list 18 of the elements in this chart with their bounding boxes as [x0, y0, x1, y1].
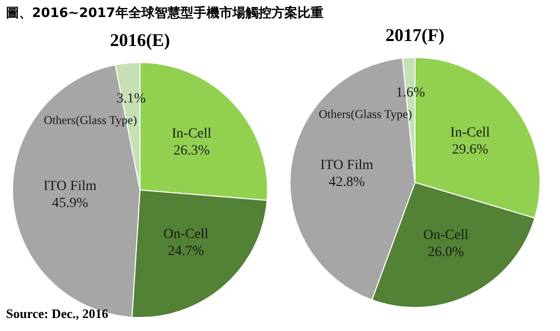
data-label: 26.3% — [173, 144, 210, 159]
data-label: 26.0% — [428, 245, 464, 260]
slice-label: On-Cell — [423, 228, 468, 244]
data-label: 45.9% — [52, 196, 88, 211]
data-label: 42.8% — [328, 175, 366, 190]
chart-title: 2016(E) — [109, 30, 171, 51]
slice-label: ITO Film — [320, 158, 374, 174]
slice-label: ITO Film — [44, 178, 97, 194]
data-label: 1.6% — [396, 85, 426, 100]
chart-title: 2017(F) — [384, 25, 446, 46]
source-note: Source: Dec., 2016 — [6, 306, 108, 322]
data-label: 29.6% — [452, 142, 489, 158]
data-label: 24.7% — [168, 244, 204, 260]
slice-label: In-Cell — [450, 126, 490, 141]
data-label: 3.1% — [116, 91, 146, 106]
slice-label: On-Cell — [163, 227, 209, 242]
text: 圖、2016~2017年全球智慧型手機市場觸控方案比重 — [6, 4, 324, 22]
slice-label: In-Cell — [172, 126, 212, 142]
